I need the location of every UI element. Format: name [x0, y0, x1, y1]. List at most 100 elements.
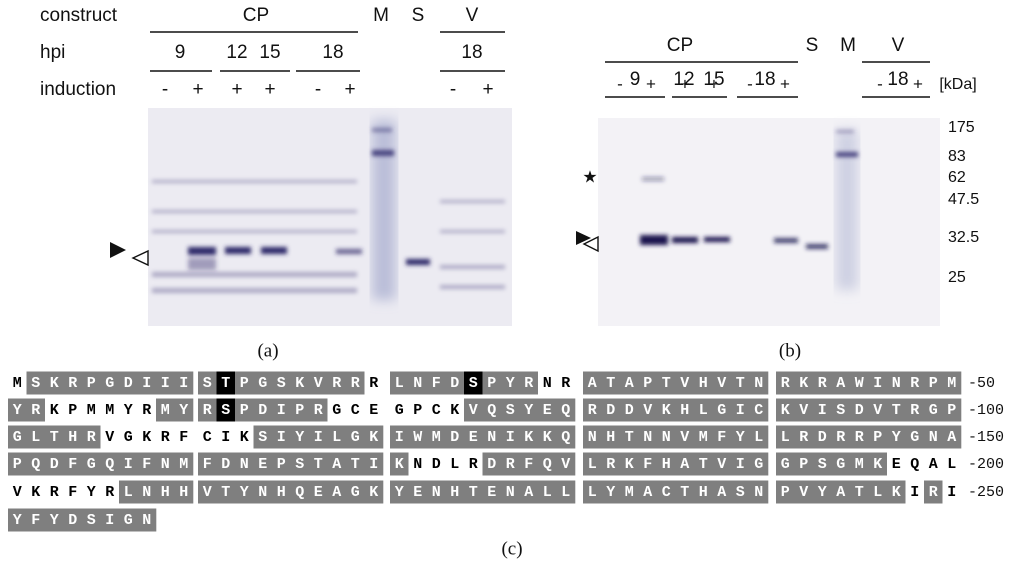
- residue-bg: [235, 480, 254, 504]
- residue-bg: [119, 425, 138, 449]
- residue-bg: [290, 371, 310, 395]
- residue-bg: [309, 480, 328, 504]
- label: +: [482, 79, 493, 100]
- residue-bg: [776, 425, 795, 449]
- residue-bg: [390, 398, 409, 422]
- residue-bg: [63, 425, 83, 449]
- residue-bg: [657, 425, 676, 449]
- blot-b: [576, 118, 940, 326]
- residue-bg: [675, 371, 695, 395]
- residue-bg: [8, 371, 27, 395]
- residue-bg: [831, 480, 851, 504]
- residue-bg: [82, 425, 101, 449]
- residue-bg: [198, 452, 217, 476]
- label: -: [162, 79, 168, 100]
- residue-bg: [82, 508, 101, 532]
- residue-bg: [924, 480, 943, 504]
- residue-bg: [309, 371, 328, 395]
- residue-bg: [620, 425, 639, 449]
- residue-bg: [942, 398, 962, 422]
- residue-bg: [583, 371, 602, 395]
- residue-bg: [620, 371, 639, 395]
- residue-bg: [364, 371, 384, 395]
- residue-bg: [731, 452, 750, 476]
- residue-bg: [45, 508, 64, 532]
- residue-bg: [538, 371, 557, 395]
- residue-bg: [119, 480, 138, 504]
- residue-bg: [712, 398, 732, 422]
- residue-bg: [868, 398, 888, 422]
- residue-bg: [119, 452, 138, 476]
- residue-bg: [137, 398, 157, 422]
- residue-bg: [694, 480, 713, 504]
- residue-bg: [63, 398, 83, 422]
- residue-bg: [272, 452, 291, 476]
- residue-bg: [364, 480, 384, 504]
- residue-bg: [794, 480, 814, 504]
- position-number: -200: [968, 456, 1004, 473]
- residue-bg: [675, 480, 695, 504]
- residue-bg: [445, 398, 465, 422]
- residue-bg: [519, 371, 539, 395]
- residue-bg: [794, 452, 814, 476]
- residue-bg: [253, 425, 273, 449]
- residue-bg: [675, 398, 695, 422]
- residue-bg: [174, 425, 194, 449]
- residue-bg: [749, 425, 769, 449]
- residue-bg: [253, 371, 273, 395]
- residue-bg: [26, 452, 46, 476]
- residue-bg: [216, 425, 236, 449]
- group-label: M: [373, 5, 389, 26]
- residue-bg: [794, 371, 814, 395]
- residue-bg: [82, 480, 101, 504]
- residue-bg: [464, 452, 483, 476]
- residue-bg: [794, 398, 814, 422]
- residue-bg: [905, 480, 925, 504]
- residue-bg: [464, 398, 483, 422]
- residue-bg: [657, 398, 676, 422]
- residue-bg: [924, 371, 943, 395]
- residue-bg: [408, 480, 428, 504]
- residue-bg: [8, 508, 27, 532]
- residue-bg: [868, 371, 888, 395]
- residue-bg: [216, 452, 236, 476]
- residue-bg: [309, 452, 328, 476]
- residue-bg: [100, 480, 120, 504]
- residue-bg: [556, 425, 576, 449]
- residue-bg: [137, 508, 157, 532]
- residue-bg: [501, 425, 520, 449]
- residue-bg: [408, 371, 428, 395]
- residue-bg: [156, 398, 175, 422]
- residue-bg: [119, 398, 138, 422]
- residue-bg: [905, 398, 925, 422]
- residue-bg: [156, 425, 175, 449]
- residue-bg: [942, 371, 962, 395]
- residue-bg: [309, 398, 328, 422]
- residue-bg: [408, 398, 428, 422]
- residue-bg: [427, 425, 446, 449]
- residue-bg: [831, 452, 851, 476]
- residue-bg: [905, 425, 925, 449]
- residue-bg: [63, 452, 83, 476]
- group-label: CP: [667, 35, 693, 56]
- position-number: -100: [968, 402, 1004, 419]
- residue-bg: [519, 480, 539, 504]
- residue-bg: [538, 398, 557, 422]
- residue-bg: [887, 398, 906, 422]
- panel-caption: (a): [257, 340, 278, 361]
- row-label: construct: [40, 5, 118, 26]
- residue-bg: [427, 398, 446, 422]
- group-label: M: [840, 35, 856, 56]
- residue-bg: [346, 371, 365, 395]
- residue-bg: [601, 371, 621, 395]
- residue-bg: [924, 398, 943, 422]
- residue-bg: [749, 480, 769, 504]
